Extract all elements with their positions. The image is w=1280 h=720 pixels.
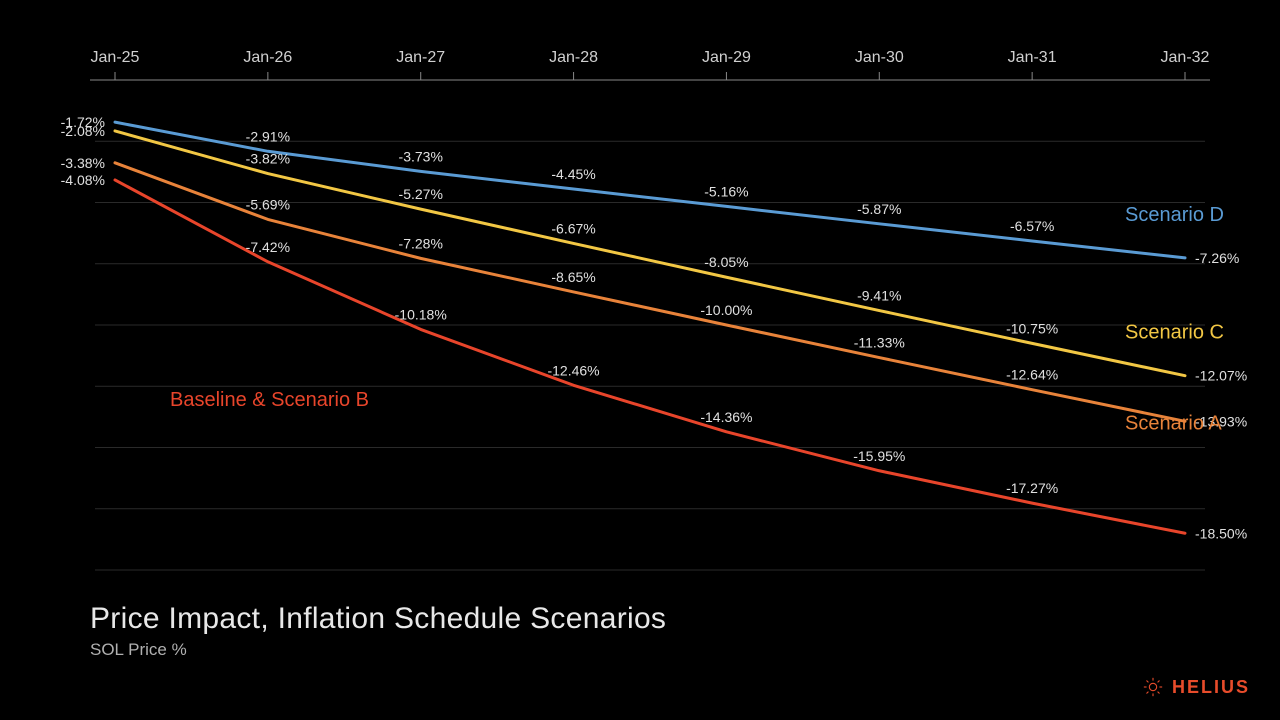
svg-text:-3.38%: -3.38%: [61, 155, 105, 171]
svg-text:Jan-32: Jan-32: [1161, 49, 1210, 66]
svg-text:-14.36%: -14.36%: [700, 409, 752, 425]
helius-icon: [1142, 676, 1164, 698]
svg-text:-7.26%: -7.26%: [1195, 250, 1239, 266]
svg-text:-3.82%: -3.82%: [246, 151, 290, 167]
svg-text:Jan-26: Jan-26: [243, 49, 292, 66]
svg-text:-2.91%: -2.91%: [246, 128, 290, 144]
svg-text:Scenario A: Scenario A: [1125, 413, 1222, 435]
svg-text:-5.16%: -5.16%: [704, 183, 748, 199]
helius-logo: HELIUS: [1142, 676, 1250, 698]
svg-text:-5.87%: -5.87%: [857, 201, 901, 217]
title-block: Price Impact, Inflation Schedule Scenari…: [90, 602, 666, 660]
svg-text:-6.57%: -6.57%: [1010, 218, 1054, 234]
svg-text:Baseline & Scenario B: Baseline & Scenario B: [170, 389, 369, 411]
svg-text:-2.08%: -2.08%: [61, 123, 105, 139]
svg-text:-8.05%: -8.05%: [704, 254, 748, 270]
svg-text:-8.65%: -8.65%: [551, 269, 595, 285]
chart-subtitle: SOL Price %: [90, 640, 666, 660]
svg-text:-5.27%: -5.27%: [399, 186, 443, 202]
svg-text:-3.73%: -3.73%: [399, 148, 443, 164]
svg-text:-12.46%: -12.46%: [547, 362, 599, 378]
svg-text:-15.95%: -15.95%: [853, 448, 905, 464]
svg-text:Scenario C: Scenario C: [1125, 321, 1224, 343]
chart-title: Price Impact, Inflation Schedule Scenari…: [90, 602, 666, 636]
svg-text:Jan-29: Jan-29: [702, 49, 751, 66]
svg-text:-17.27%: -17.27%: [1006, 480, 1058, 496]
svg-text:-6.67%: -6.67%: [551, 220, 595, 236]
svg-text:Jan-25: Jan-25: [91, 49, 140, 66]
svg-text:Jan-30: Jan-30: [855, 49, 904, 66]
svg-text:Scenario D: Scenario D: [1125, 204, 1224, 226]
svg-text:-10.00%: -10.00%: [700, 302, 752, 318]
svg-text:-10.18%: -10.18%: [395, 306, 447, 322]
svg-text:Jan-31: Jan-31: [1008, 49, 1057, 66]
helius-logo-text: HELIUS: [1172, 677, 1250, 698]
svg-text:Jan-27: Jan-27: [396, 49, 445, 66]
svg-text:-11.33%: -11.33%: [854, 335, 905, 351]
svg-text:-10.75%: -10.75%: [1006, 320, 1058, 336]
svg-text:-7.42%: -7.42%: [246, 239, 290, 255]
svg-text:-18.50%: -18.50%: [1195, 525, 1247, 541]
svg-text:-12.64%: -12.64%: [1006, 367, 1058, 383]
svg-text:-4.45%: -4.45%: [551, 166, 595, 182]
svg-text:Jan-28: Jan-28: [549, 49, 598, 66]
svg-text:-7.28%: -7.28%: [399, 235, 443, 251]
svg-text:-9.41%: -9.41%: [857, 288, 901, 304]
svg-text:-4.08%: -4.08%: [61, 172, 105, 188]
svg-text:-12.07%: -12.07%: [1195, 368, 1247, 384]
svg-text:-5.69%: -5.69%: [246, 196, 290, 212]
